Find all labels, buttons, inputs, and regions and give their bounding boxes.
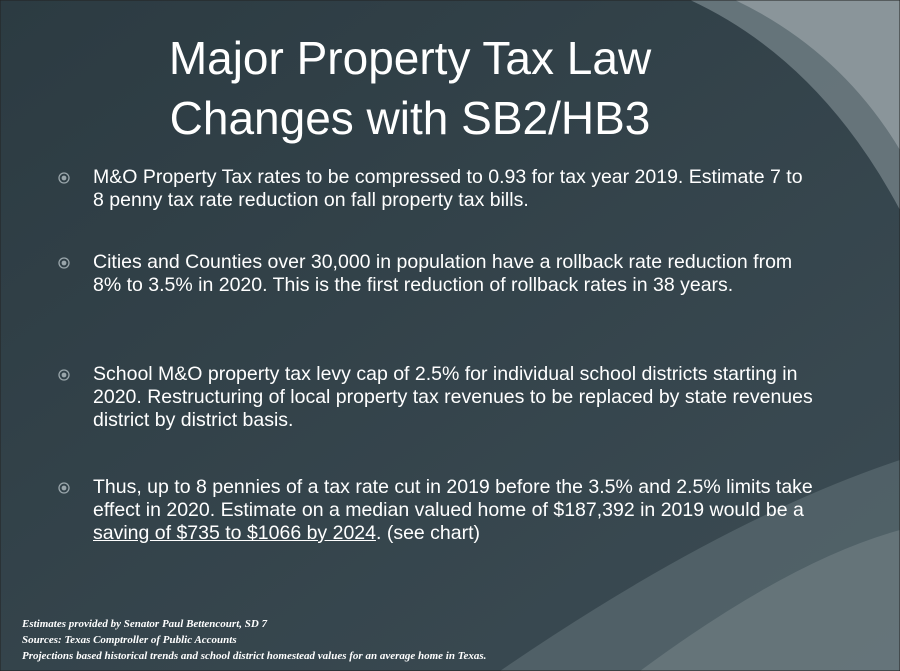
bullet-text: School M&O property tax levy cap of 2.5%… — [93, 363, 813, 431]
underlined-text: saving of $735 to $1066 by 2024 — [93, 522, 376, 544]
bullet-text: Cities and Counties over 30,000 in popul… — [93, 251, 793, 296]
footnote: Projections based historical trends and … — [22, 650, 487, 662]
bullet-text: M&O Property Tax rates to be compressed … — [93, 166, 803, 211]
title-line: Major Property Tax Law — [168, 32, 652, 84]
bullet-marker — [58, 257, 70, 269]
title-line: Changes with SB2/HB3 — [169, 92, 651, 144]
bullet-marker — [58, 482, 70, 494]
bullet-paragraph: Thus, up to 8 pennies of a tax rate cut … — [93, 476, 818, 545]
bullet-marker — [58, 172, 70, 184]
bullet-text: . (see chart) — [375, 522, 481, 544]
footnote: Sources: Texas Comptroller of Public Acc… — [22, 634, 237, 646]
bullet-text: Thus, up to 8 pennies of a tax rate cut … — [93, 476, 813, 521]
bullet-marker — [58, 369, 70, 381]
footnote: Estimates provided by Senator Paul Bette… — [22, 618, 268, 630]
